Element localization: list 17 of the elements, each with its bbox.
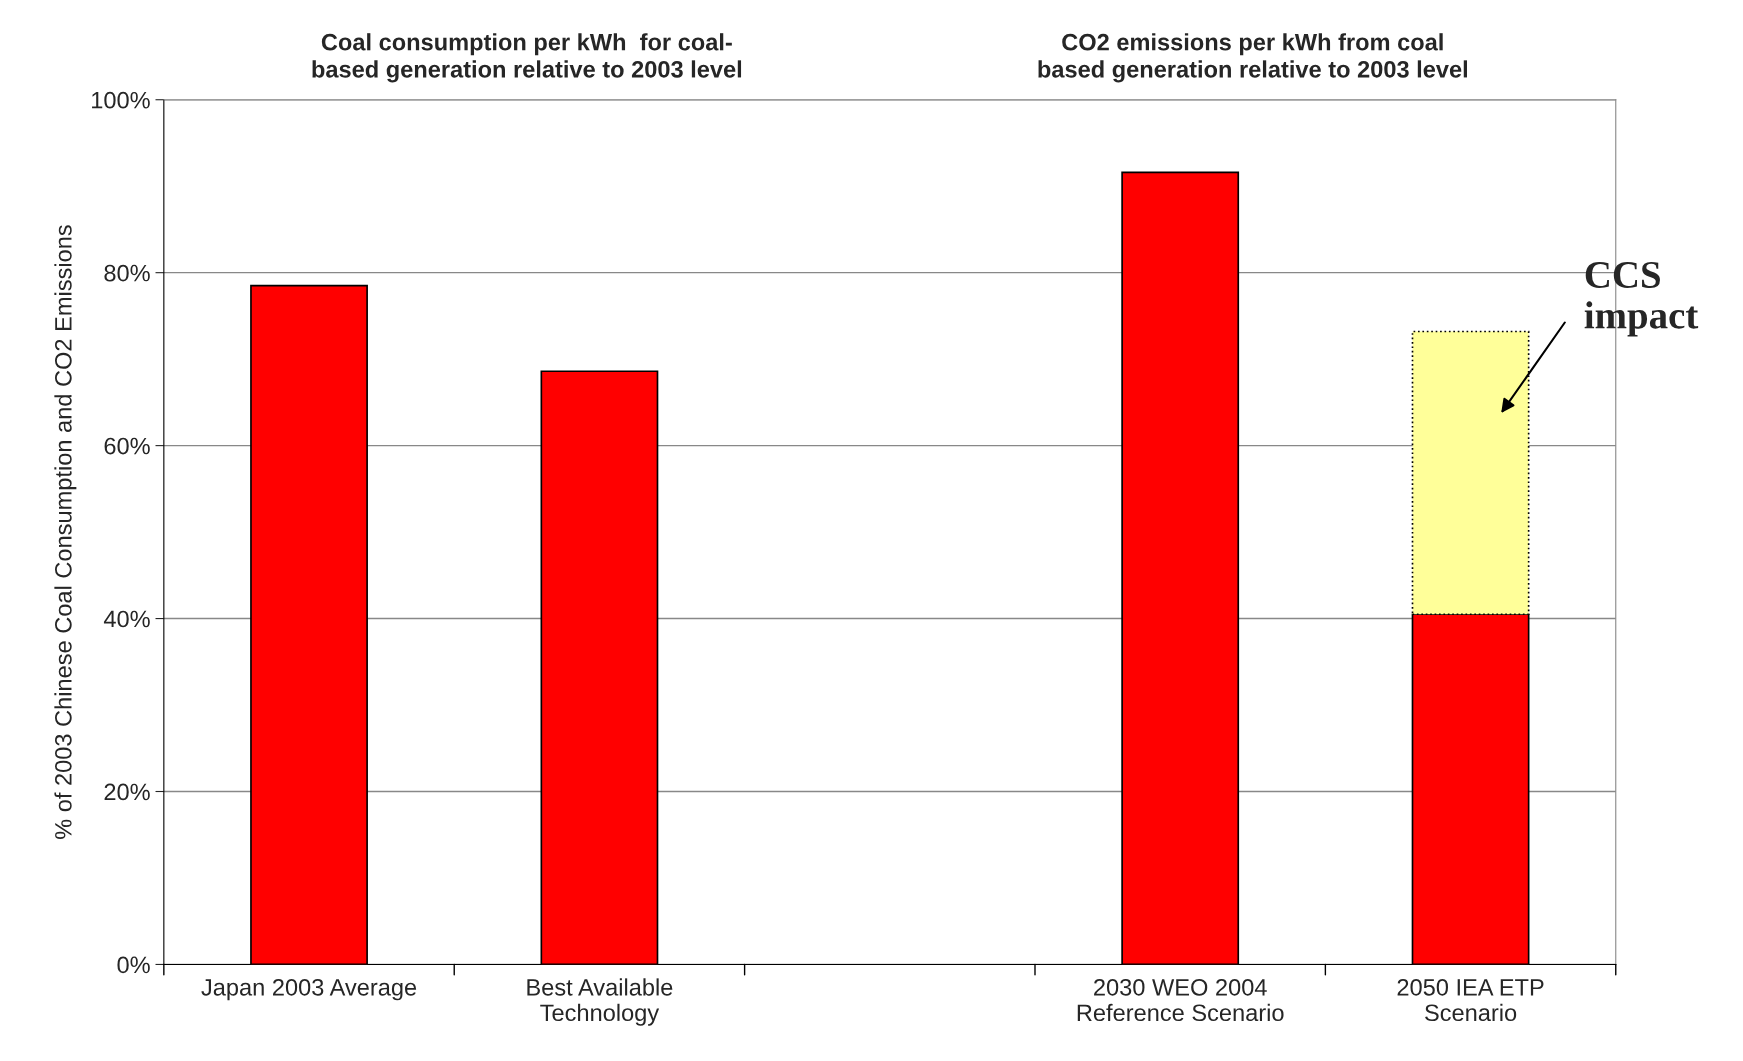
bar <box>250 284 368 965</box>
bar <box>540 370 659 965</box>
text: CO2 emissions per kWh from coal based generation relative to 2003 level <box>1038 33 1468 83</box>
y-tick-label: 60% <box>104 437 150 455</box>
y-tick-label: 0% <box>117 956 150 974</box>
text: Coal consumption per kWh for coal- based generation relative to 2003 level <box>312 33 742 83</box>
bar <box>1121 171 1240 965</box>
y-tick-label: 100% <box>92 91 150 109</box>
annotation: CCS impact <box>1584 261 1699 337</box>
y-tick-label: 40% <box>103 610 150 628</box>
y-axis-title: % of 2003 Chinese Coal Consumption and CO2 Emissions <box>54 225 77 839</box>
x-tick-label: 2030 WEO 2004 Reference Scenario <box>1077 978 1284 1022</box>
y-tick-label: 20% <box>104 783 150 801</box>
x-tick-label: Japan 2003 Average <box>201 978 417 1001</box>
x-tick-label: 2050 IEA ETP Scenario <box>1397 978 1544 1022</box>
y-tick-label: 80% <box>104 264 150 282</box>
x-tick-label: Best Available Technology <box>527 978 673 1026</box>
